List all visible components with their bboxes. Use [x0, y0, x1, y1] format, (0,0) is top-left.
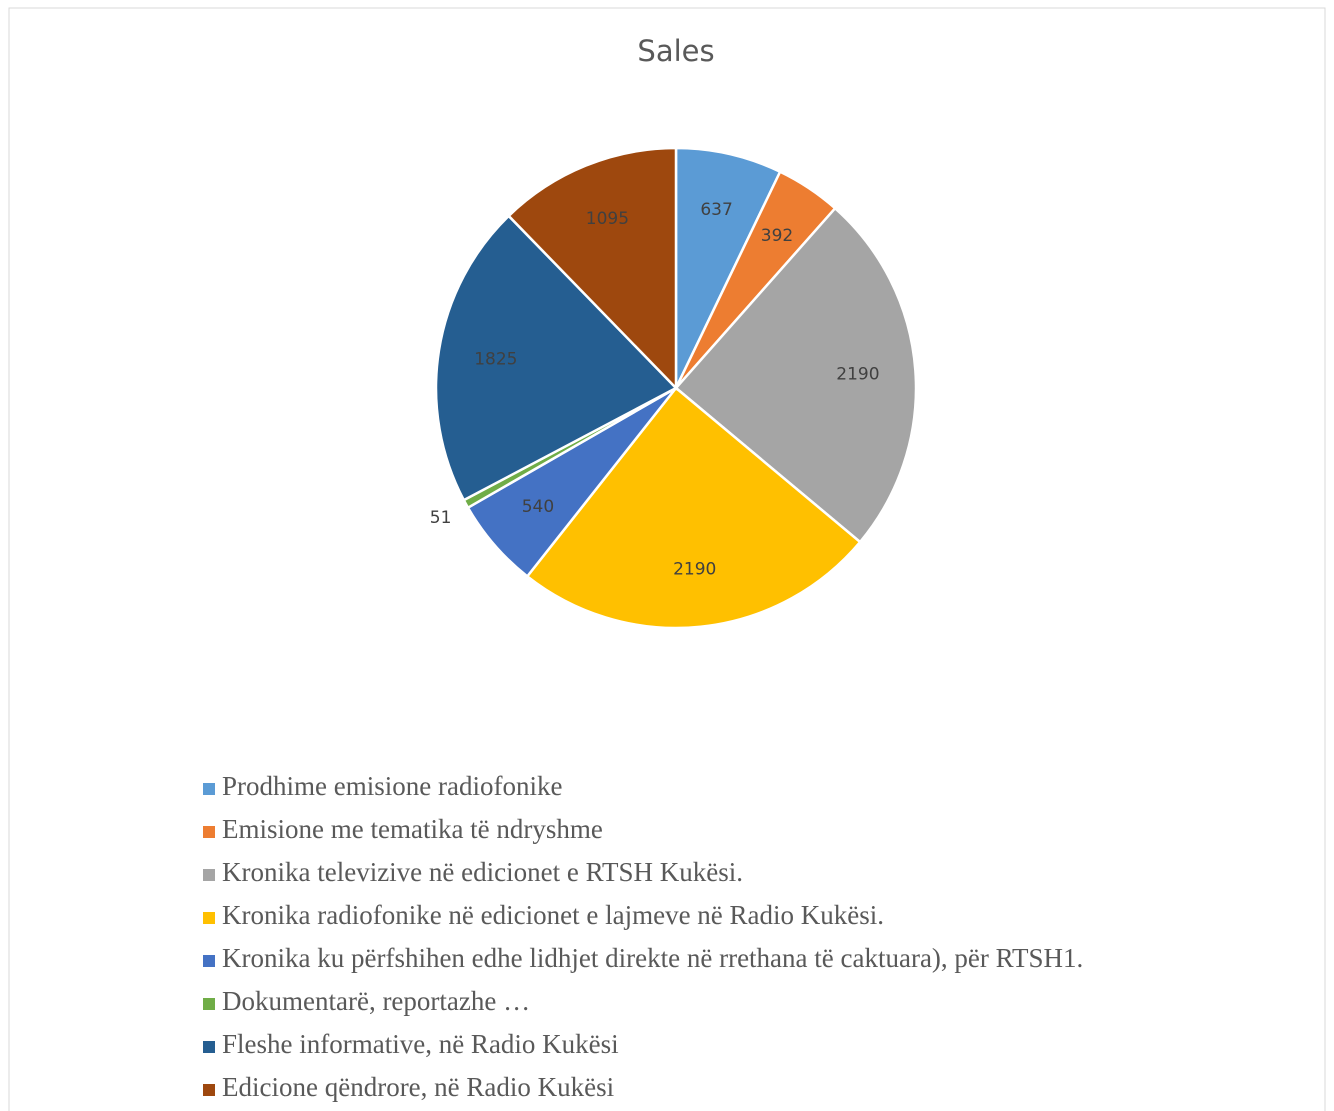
data-label: 2190	[836, 364, 879, 384]
legend-swatch	[203, 955, 215, 967]
pie-slice	[525, 386, 862, 630]
legend-swatch	[203, 869, 215, 881]
pie-slice	[674, 146, 782, 389]
data-label: 637	[700, 200, 732, 220]
legend-label: Edicione qëndrore, në Radio Kukësi	[222, 1072, 614, 1102]
data-label: 1825	[474, 350, 517, 370]
pie-slice	[506, 146, 678, 392]
legend-label: Kronika radiofonike në edicionet e lajme…	[222, 900, 884, 930]
legend-swatch	[203, 1084, 215, 1096]
chart-border	[8, 7, 1326, 1111]
data-label: 2190	[673, 559, 716, 579]
data-label: 540	[522, 497, 554, 517]
legend-label: Fleshe informative, në Radio Kukësi	[222, 1029, 619, 1059]
legend-label: Emisione me tematika të ndryshme	[222, 814, 603, 844]
pie-slice	[434, 214, 679, 502]
legend-label: Dokumentarë, reportazhe …	[222, 986, 530, 1016]
legend-label: Kronika televizive në edicionet e RTSH K…	[222, 857, 743, 887]
pie-slice	[674, 206, 918, 544]
data-label: 51	[430, 508, 452, 528]
legend-swatch	[203, 998, 215, 1010]
data-label: 392	[761, 226, 793, 246]
legend-label: Prodhime emisione radiofonike	[222, 771, 562, 801]
legend-swatch	[203, 783, 215, 795]
legend-swatch	[203, 1041, 215, 1053]
chart-title: Sales	[637, 34, 714, 68]
legend-label: Kronika ku përfshihen edhe lidhjet direk…	[222, 943, 1083, 973]
data-label: 1095	[586, 209, 629, 229]
legend-swatch	[203, 826, 215, 838]
legend-swatch	[203, 912, 215, 924]
